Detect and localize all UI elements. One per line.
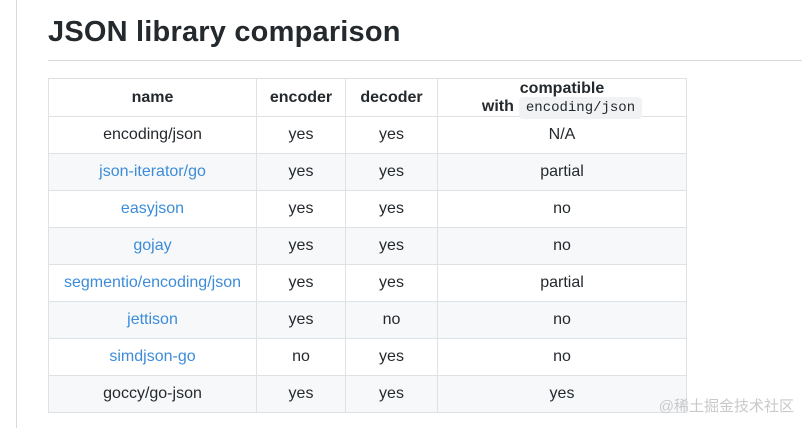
header-compatible: compatible with encoding/json <box>437 78 687 119</box>
header-name: name <box>48 78 257 117</box>
library-link[interactable]: json-iterator/go <box>99 163 206 180</box>
compatible-cell: partial <box>437 153 687 191</box>
table-row: encoding/json yes yes N/A <box>48 116 687 154</box>
table-header: name encoder decoder compatible with enco… <box>48 78 687 119</box>
encoder-cell: yes <box>256 264 346 302</box>
library-name-cell: segmentio/encoding/json <box>48 264 257 302</box>
encoder-cell: yes <box>256 153 346 191</box>
compatible-cell: partial <box>437 264 687 302</box>
library-link[interactable]: simdjson-go <box>109 348 196 365</box>
decoder-cell: yes <box>345 264 438 302</box>
decoder-cell: yes <box>345 338 438 376</box>
left-page-divider <box>16 0 17 428</box>
page-title: JSON library comparison <box>48 16 802 61</box>
table-body: encoding/json yes yes N/A json-iterator/… <box>48 116 687 413</box>
compatible-cell: no <box>437 301 687 339</box>
decoder-cell: no <box>345 301 438 339</box>
decoder-cell: yes <box>345 190 438 228</box>
table-row: jettison yes no no <box>48 301 687 339</box>
encoder-cell: no <box>256 338 346 376</box>
decoder-cell: yes <box>345 227 438 265</box>
library-link[interactable]: easyjson <box>120 200 185 217</box>
compatible-cell: no <box>437 227 687 265</box>
compatible-cell: no <box>437 338 687 376</box>
table-row: easyjson yes yes no <box>48 190 687 228</box>
library-name-cell: jettison <box>48 301 257 339</box>
encoder-cell: yes <box>256 301 346 339</box>
content-area: JSON library comparison name encoder dec… <box>48 0 802 413</box>
decoder-cell: yes <box>345 153 438 191</box>
decoder-cell: yes <box>345 375 438 413</box>
decoder-cell: yes <box>345 116 438 154</box>
table-header-row: name encoder decoder compatible with enco… <box>48 78 687 119</box>
header-encoder: encoder <box>256 78 346 117</box>
encoder-cell: yes <box>256 116 346 154</box>
encoder-cell: yes <box>256 190 346 228</box>
table-row: simdjson-go no yes no <box>48 338 687 376</box>
encoder-cell: yes <box>256 227 346 265</box>
header-decoder: decoder <box>345 78 438 117</box>
encoder-cell: yes <box>256 375 346 413</box>
header-compatible-text: compatible with <box>481 79 605 115</box>
library-name-cell: json-iterator/go <box>48 153 257 191</box>
table-row: goccy/go-json yes yes yes <box>48 375 687 413</box>
table-row: gojay yes yes no <box>48 227 687 265</box>
comparison-table: name encoder decoder compatible with enco… <box>48 78 687 413</box>
compatible-cell: yes <box>437 375 687 413</box>
table-row: segmentio/encoding/json yes yes partial <box>48 264 687 302</box>
table-row: json-iterator/go yes yes partial <box>48 153 687 191</box>
watermark: @稀土掘金技术社区 <box>658 398 794 415</box>
compatible-cell: no <box>437 190 687 228</box>
library-name-cell: simdjson-go <box>48 338 257 376</box>
library-name-cell: encoding/json <box>48 116 257 154</box>
encoding-json-code-chip: encoding/json <box>518 96 643 119</box>
library-name-cell: gojay <box>48 227 257 265</box>
library-link[interactable]: jettison <box>127 311 178 328</box>
library-name-cell: goccy/go-json <box>48 375 257 413</box>
library-link[interactable]: segmentio/encoding/json <box>63 274 241 291</box>
library-link[interactable]: gojay <box>133 237 172 254</box>
library-name-cell: easyjson <box>48 190 257 228</box>
compatible-cell: N/A <box>437 116 687 154</box>
